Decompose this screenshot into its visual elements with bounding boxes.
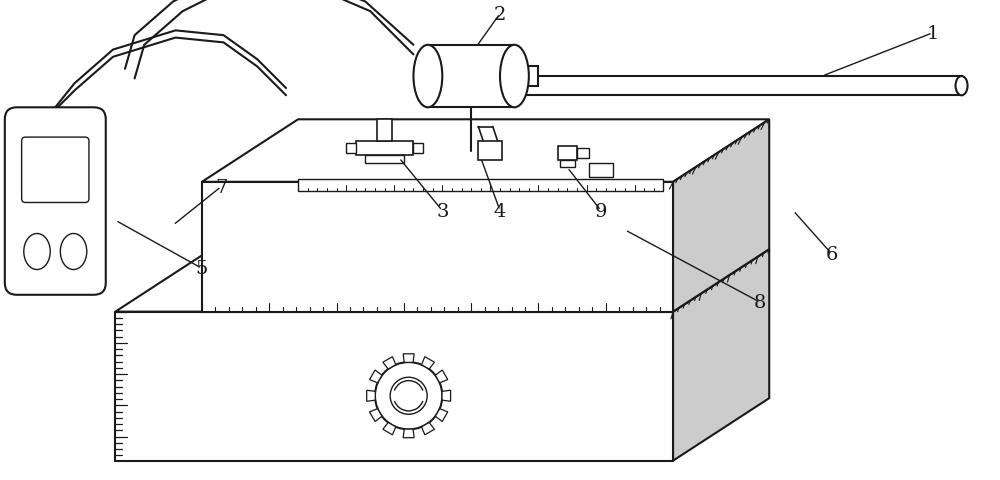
Polygon shape (478, 142, 502, 161)
Circle shape (375, 362, 442, 430)
Polygon shape (514, 67, 538, 86)
Polygon shape (383, 422, 396, 435)
Polygon shape (365, 156, 404, 163)
Text: 2: 2 (494, 6, 506, 24)
Ellipse shape (60, 234, 87, 270)
Polygon shape (558, 146, 577, 161)
Polygon shape (298, 180, 663, 192)
Polygon shape (428, 46, 514, 108)
FancyBboxPatch shape (5, 108, 106, 295)
Polygon shape (413, 144, 423, 154)
Ellipse shape (24, 234, 50, 270)
Text: 6: 6 (826, 245, 838, 264)
Polygon shape (435, 409, 448, 421)
Polygon shape (370, 370, 382, 383)
Text: 8: 8 (753, 293, 766, 312)
Circle shape (390, 377, 427, 414)
Ellipse shape (500, 46, 529, 108)
Polygon shape (442, 390, 451, 401)
Polygon shape (422, 357, 434, 369)
Polygon shape (589, 163, 613, 178)
Polygon shape (403, 354, 414, 362)
Polygon shape (115, 312, 673, 461)
Ellipse shape (413, 46, 442, 108)
Text: 9: 9 (595, 202, 607, 220)
Ellipse shape (504, 77, 516, 96)
Ellipse shape (956, 77, 968, 96)
Polygon shape (422, 422, 434, 435)
Polygon shape (367, 390, 375, 401)
Text: 7: 7 (215, 178, 227, 196)
Polygon shape (115, 250, 769, 312)
Polygon shape (383, 357, 396, 369)
Polygon shape (202, 182, 673, 312)
Text: 1: 1 (927, 24, 939, 43)
Polygon shape (356, 142, 413, 156)
Polygon shape (202, 120, 769, 182)
FancyBboxPatch shape (22, 138, 89, 203)
Polygon shape (673, 250, 769, 461)
Text: 3: 3 (436, 202, 449, 220)
Polygon shape (577, 149, 589, 158)
Polygon shape (560, 161, 575, 168)
Polygon shape (370, 409, 382, 421)
Polygon shape (403, 429, 414, 438)
Polygon shape (346, 144, 356, 154)
Polygon shape (673, 120, 769, 312)
Text: 4: 4 (494, 202, 506, 220)
Polygon shape (435, 370, 448, 383)
Polygon shape (510, 77, 962, 96)
Text: 5: 5 (196, 260, 208, 278)
Polygon shape (377, 120, 392, 142)
